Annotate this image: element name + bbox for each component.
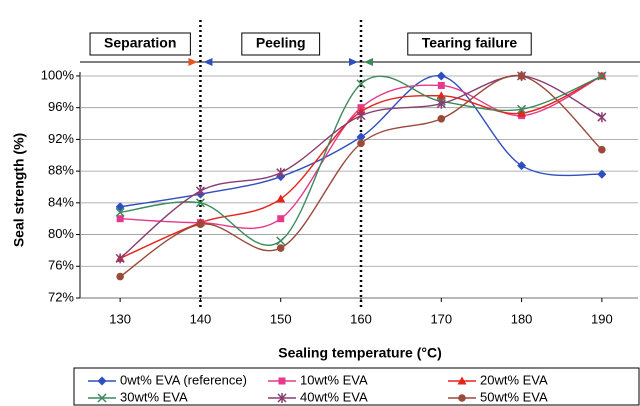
region-box — [89, 32, 191, 56]
x-tick-label: 150 — [270, 311, 292, 326]
marker — [196, 220, 205, 229]
marker — [356, 79, 366, 89]
arrow-head — [188, 58, 198, 66]
marker — [517, 72, 526, 80]
marker — [116, 215, 124, 223]
marker — [276, 244, 285, 252]
marker — [597, 169, 607, 179]
region-box — [407, 32, 532, 56]
legend-box — [73, 367, 640, 406]
x-tick-label: 190 — [591, 311, 613, 326]
y-tick-label: 100% — [41, 67, 75, 82]
region-box — [241, 32, 321, 56]
y-axis-label: Seal strength (%) — [11, 133, 27, 247]
marker — [517, 161, 527, 171]
marker — [277, 215, 285, 223]
x-axis-label: Sealing temperature (°C) — [278, 345, 442, 361]
marker — [357, 139, 365, 148]
marker — [517, 108, 527, 117]
x-tick-label: 130 — [109, 311, 131, 326]
legend-label: 30wt% EVA — [120, 389, 188, 404]
marker — [356, 110, 366, 121]
x-tick-label: 160 — [350, 311, 372, 326]
arrow-head — [349, 58, 359, 66]
marker — [436, 98, 446, 109]
arrow-head — [364, 58, 374, 66]
marker — [195, 185, 205, 196]
legend-label: 0wt% EVA (reference) — [120, 372, 247, 387]
marker — [436, 91, 446, 100]
legend-label: 40wt% EVA — [300, 389, 368, 404]
y-tick-label: 96% — [48, 99, 74, 114]
y-tick-label: 80% — [48, 226, 74, 241]
marker — [597, 112, 607, 123]
marker — [116, 272, 124, 281]
legend-marker — [458, 394, 466, 402]
legend-label: 20wt% EVA — [480, 372, 548, 387]
marker — [115, 253, 125, 264]
marker — [195, 198, 205, 208]
y-tick-label: 88% — [48, 163, 74, 178]
marker — [276, 167, 286, 178]
arrow-head — [203, 58, 213, 66]
marker — [356, 132, 366, 142]
marker — [437, 81, 445, 89]
region-label: Tearing failure — [422, 35, 518, 51]
x-tick-label: 170 — [430, 311, 452, 326]
marker — [597, 71, 607, 81]
region-label: Peeling — [256, 35, 306, 51]
y-tick-label: 72% — [48, 289, 74, 304]
y-tick-label: 76% — [48, 258, 74, 273]
y-tick-label: 84% — [48, 194, 74, 209]
legend-marker — [97, 393, 107, 403]
legend-marker — [97, 376, 107, 386]
legend-label: 50wt% EVA — [480, 389, 548, 404]
marker — [598, 145, 606, 154]
legend-label: 10wt% EVA — [300, 372, 368, 387]
marker — [517, 104, 527, 114]
marker — [436, 71, 446, 81]
legend-marker — [457, 376, 467, 385]
x-tick-label: 180 — [511, 311, 533, 326]
x-tick-label: 140 — [190, 311, 212, 326]
region-label: Separation — [104, 35, 176, 51]
marker — [115, 207, 125, 217]
marker — [437, 114, 446, 123]
marker — [276, 194, 286, 203]
legend-marker — [277, 393, 287, 403]
y-tick-label: 92% — [48, 131, 74, 146]
legend-marker — [278, 377, 286, 385]
marker — [276, 236, 286, 246]
